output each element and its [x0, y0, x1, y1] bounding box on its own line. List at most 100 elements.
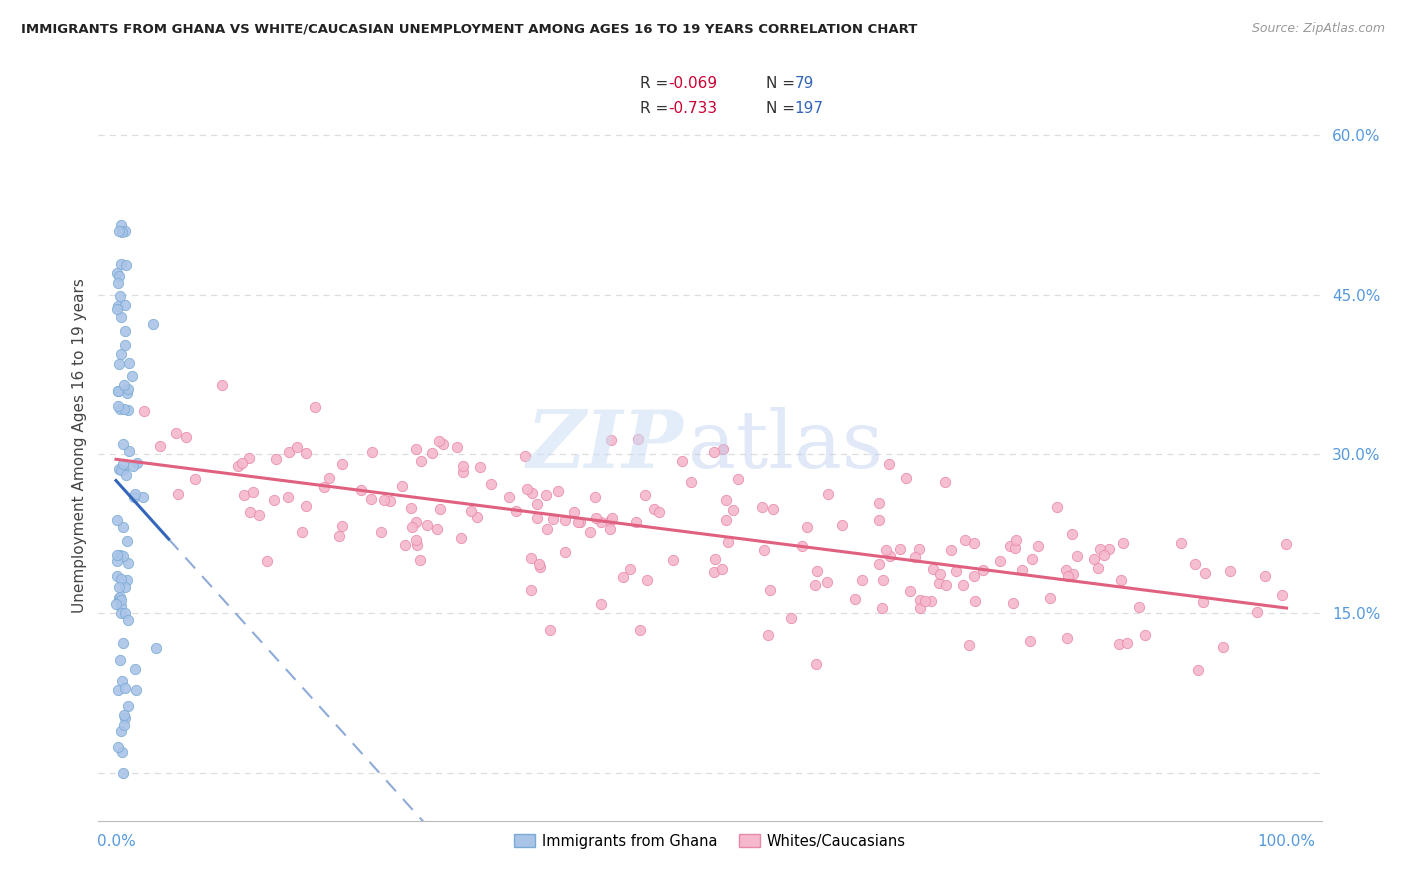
Point	[112, 707, 135, 722]
Point	[117, 556, 139, 570]
Point	[965, 594, 987, 608]
Point	[114, 298, 136, 312]
Point	[277, 444, 299, 458]
Point	[1004, 541, 1026, 556]
Point	[589, 597, 612, 611]
Point	[118, 355, 141, 369]
Point	[394, 538, 416, 552]
Point	[108, 591, 131, 605]
Point	[114, 681, 136, 695]
Point	[115, 258, 138, 272]
Point	[1066, 549, 1088, 564]
Point	[112, 463, 135, 477]
Point	[844, 591, 866, 606]
Point	[232, 488, 254, 502]
Point	[941, 542, 963, 557]
Point	[117, 443, 139, 458]
Point	[114, 338, 136, 352]
Point	[538, 624, 561, 638]
Point	[1026, 539, 1049, 553]
Point	[247, 508, 270, 522]
Point	[513, 449, 536, 463]
Point	[107, 384, 129, 399]
Point	[110, 310, 132, 324]
Point	[108, 653, 131, 667]
Point	[115, 533, 138, 548]
Point	[107, 399, 129, 413]
Point	[759, 582, 782, 597]
Point	[751, 500, 773, 515]
Text: R =: R =	[640, 77, 673, 91]
Point	[231, 456, 253, 470]
Point	[1056, 631, 1078, 645]
Point	[1212, 640, 1234, 654]
Point	[877, 457, 900, 471]
Point	[599, 514, 621, 528]
Point	[1194, 566, 1216, 581]
Point	[1092, 548, 1115, 562]
Point	[1192, 595, 1215, 609]
Point	[894, 471, 917, 485]
Point	[111, 457, 134, 471]
Point	[972, 563, 994, 577]
Y-axis label: Unemployment Among Ages 16 to 19 years: Unemployment Among Ages 16 to 19 years	[72, 278, 87, 614]
Point	[405, 538, 427, 552]
Point	[108, 590, 131, 604]
Point	[105, 266, 128, 280]
Point	[125, 683, 148, 698]
Point	[481, 477, 503, 491]
Point	[416, 518, 439, 533]
Point	[636, 573, 658, 587]
Text: 197: 197	[794, 102, 824, 116]
Point	[450, 531, 472, 545]
Point	[547, 483, 569, 498]
Point	[114, 606, 136, 620]
Point	[211, 378, 233, 392]
Point	[107, 384, 129, 399]
Point	[567, 515, 589, 529]
Point	[112, 636, 135, 650]
Point	[952, 577, 974, 591]
Point	[541, 512, 564, 526]
Point	[125, 456, 148, 470]
Point	[287, 440, 309, 454]
Point	[401, 520, 423, 534]
Point	[710, 562, 733, 576]
Point	[1254, 569, 1277, 583]
Point	[149, 439, 172, 453]
Point	[1088, 541, 1111, 556]
Point	[1060, 527, 1083, 541]
Point	[612, 570, 634, 584]
Point	[1271, 588, 1294, 602]
Point	[921, 594, 943, 608]
Point	[114, 224, 136, 238]
Point	[391, 479, 413, 493]
Point	[914, 593, 936, 607]
Point	[1111, 573, 1133, 587]
Point	[945, 564, 967, 578]
Point	[107, 268, 129, 283]
Point	[111, 225, 134, 239]
Point	[868, 513, 890, 527]
Point	[117, 698, 139, 713]
Text: -0.069: -0.069	[668, 77, 717, 91]
Point	[117, 613, 139, 627]
Point	[1133, 628, 1156, 642]
Point	[349, 483, 371, 498]
Point	[959, 639, 981, 653]
Point	[806, 657, 828, 671]
Point	[1011, 563, 1033, 577]
Point	[110, 599, 132, 614]
Point	[264, 452, 287, 467]
Point	[111, 765, 134, 780]
Point	[115, 573, 138, 587]
Point	[796, 520, 818, 534]
Point	[110, 346, 132, 360]
Point	[105, 569, 128, 583]
Point	[1187, 663, 1209, 677]
Point	[107, 357, 129, 371]
Point	[405, 515, 427, 529]
Point	[1001, 596, 1024, 610]
Point	[105, 513, 128, 527]
Point	[599, 433, 621, 447]
